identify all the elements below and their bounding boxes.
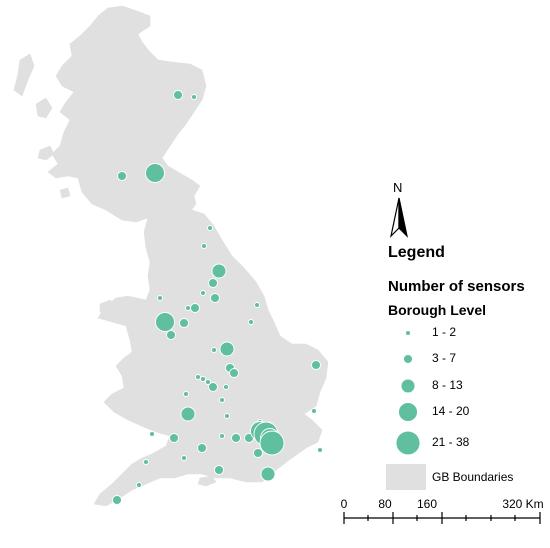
sensor-point bbox=[219, 397, 225, 403]
land-isle-of-wight bbox=[197, 475, 217, 487]
land-skye bbox=[35, 97, 53, 119]
legend-gb-label: GB Boundaries bbox=[432, 470, 514, 484]
sensor-point bbox=[214, 465, 224, 475]
sensor-point bbox=[260, 466, 276, 482]
gb-boundaries bbox=[13, 5, 329, 507]
sensor-point bbox=[200, 376, 206, 382]
sensor-point bbox=[166, 330, 176, 340]
sensor-point bbox=[143, 459, 149, 465]
legend-symbol-5 bbox=[395, 430, 421, 456]
scale-tick-0: 0 bbox=[340, 497, 348, 511]
sensor-point bbox=[157, 295, 163, 301]
scale-tick-160: 160 bbox=[416, 497, 438, 511]
sensor-point bbox=[112, 495, 122, 505]
sensor-point bbox=[229, 368, 239, 378]
legend-gb-swatch bbox=[386, 464, 426, 490]
sensor-point bbox=[149, 431, 155, 437]
sensor-point bbox=[190, 303, 200, 313]
legend-level: Borough Level bbox=[388, 302, 487, 318]
sensor-point bbox=[185, 305, 191, 311]
sensor-point bbox=[145, 163, 165, 183]
land-arran bbox=[59, 187, 71, 199]
sensor-point bbox=[181, 455, 187, 461]
land-mull bbox=[37, 145, 55, 161]
sensor-point bbox=[231, 433, 241, 443]
sensor-point bbox=[311, 360, 321, 370]
legend-subtitle: Number of sensors bbox=[388, 278, 525, 295]
sensor-point bbox=[195, 374, 201, 380]
land-hebrides bbox=[13, 53, 35, 97]
legend-class-5: 21 - 38 bbox=[432, 435, 470, 449]
sensor-point bbox=[248, 319, 254, 325]
sensor-point bbox=[180, 406, 196, 422]
sensor-point bbox=[179, 318, 189, 328]
scale-tick-320: 320 Km bbox=[502, 497, 544, 511]
sensor-point bbox=[173, 90, 183, 100]
legend-class-4: 14 - 20 bbox=[432, 404, 470, 418]
sensor-point bbox=[224, 413, 230, 419]
sensor-point bbox=[205, 379, 211, 385]
legend-class-3: 8 - 13 bbox=[432, 378, 463, 392]
sensor-point bbox=[208, 382, 218, 392]
land-scotland bbox=[47, 5, 207, 223]
scale-tick-80: 80 bbox=[378, 497, 392, 511]
north-label: N bbox=[393, 180, 403, 195]
sensor-point bbox=[211, 263, 227, 279]
sensor-point bbox=[253, 448, 263, 458]
sensor-point bbox=[311, 408, 317, 414]
legend-symbol-2 bbox=[403, 354, 413, 364]
sensor-points bbox=[112, 90, 323, 505]
sensor-point bbox=[219, 433, 225, 439]
sensor-point bbox=[208, 278, 218, 288]
scale-bar bbox=[343, 512, 541, 524]
land-england-wales bbox=[93, 209, 329, 507]
sensor-point bbox=[210, 293, 220, 303]
legend-class-1: 1 - 2 bbox=[432, 325, 457, 339]
sensor-point bbox=[211, 347, 217, 353]
sensor-point bbox=[201, 243, 207, 249]
north-arrow-icon bbox=[389, 197, 409, 238]
sensor-point bbox=[254, 302, 260, 308]
legend-symbols bbox=[395, 330, 421, 456]
sensor-point bbox=[197, 443, 207, 453]
legend-title: Legend bbox=[388, 244, 445, 261]
legend-symbol-4 bbox=[398, 402, 418, 422]
sensor-point bbox=[317, 447, 323, 453]
sensor-point bbox=[136, 482, 142, 488]
sensor-point bbox=[207, 225, 213, 231]
sensor-point bbox=[183, 391, 189, 397]
sensor-point bbox=[259, 430, 285, 456]
sensor-point bbox=[169, 433, 179, 443]
legend-symbol-3 bbox=[400, 378, 416, 394]
land-anglesey bbox=[99, 299, 117, 313]
sensor-point bbox=[191, 94, 197, 100]
sensor-point bbox=[223, 384, 229, 390]
sensor-point bbox=[155, 312, 175, 332]
legend-class-2: 3 - 7 bbox=[432, 351, 457, 365]
sensor-point bbox=[117, 171, 127, 181]
sensor-point bbox=[219, 341, 235, 357]
legend-symbol-1 bbox=[405, 330, 411, 336]
sensor-point bbox=[200, 290, 206, 296]
